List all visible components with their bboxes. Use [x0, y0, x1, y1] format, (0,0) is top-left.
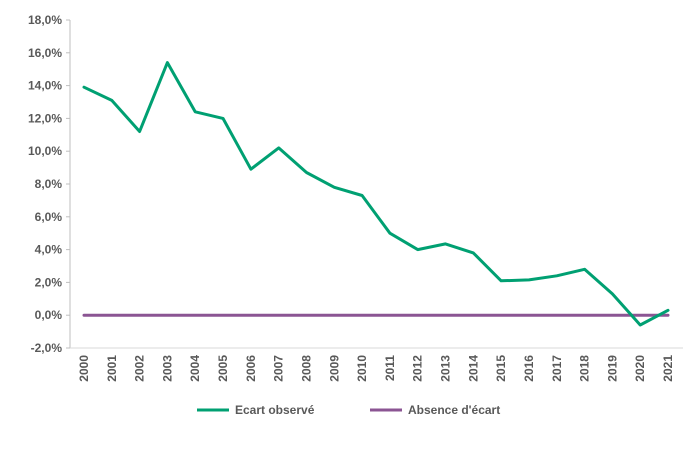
data-point — [611, 314, 614, 317]
data-point — [444, 242, 447, 245]
data-point — [305, 314, 308, 317]
data-point — [416, 314, 419, 317]
data-point — [361, 194, 364, 197]
data-point — [83, 86, 86, 89]
data-point — [249, 314, 252, 317]
data-point — [166, 314, 169, 317]
x-tick-label: 2019 — [605, 355, 619, 382]
data-point — [194, 110, 197, 113]
data-point — [361, 314, 364, 317]
x-tick-label: 2004 — [188, 355, 202, 382]
data-point — [333, 314, 336, 317]
x-tick-label: 2011 — [383, 355, 397, 381]
data-point — [222, 314, 225, 317]
data-point — [110, 99, 113, 102]
x-tick-label: 2003 — [160, 355, 174, 382]
y-tick-label: 4,0% — [35, 243, 63, 257]
x-tick-label: 2014 — [466, 355, 480, 382]
x-tick-label: 2001 — [105, 355, 119, 382]
data-point — [305, 171, 308, 174]
data-point — [639, 324, 642, 327]
data-point — [583, 314, 586, 317]
data-point — [277, 314, 280, 317]
legend: Ecart observé Absence d'écart — [197, 403, 500, 417]
data-point — [138, 314, 141, 317]
data-point — [222, 117, 225, 120]
data-point — [472, 314, 475, 317]
data-point — [388, 232, 391, 235]
data-point — [500, 314, 503, 317]
legend-label: Ecart observé — [235, 403, 315, 417]
y-tick-label: 10,0% — [28, 144, 62, 158]
x-tick-label: 2005 — [216, 355, 230, 382]
data-point — [166, 61, 169, 64]
data-point — [277, 146, 280, 149]
data-point — [500, 279, 503, 282]
data-point — [194, 314, 197, 317]
y-tick-label: 12,0% — [28, 111, 62, 125]
x-tick-label: 2018 — [578, 355, 592, 382]
y-tick-label: 0,0% — [35, 308, 63, 322]
data-point — [110, 314, 113, 317]
y-tick-label: 18,0% — [28, 13, 62, 27]
x-tick-label: 2016 — [522, 355, 536, 382]
data-point — [472, 251, 475, 254]
data-point — [555, 314, 558, 317]
x-tick-label: 2006 — [244, 355, 258, 382]
x-tick-label: 2010 — [355, 355, 369, 382]
x-tick-label: 2002 — [133, 355, 147, 382]
y-tick-label: 16,0% — [28, 46, 62, 60]
data-point — [527, 278, 530, 281]
x-tick-label: 2008 — [299, 355, 313, 382]
series-lines — [82, 61, 670, 327]
data-point — [667, 314, 670, 317]
y-tick-label: 14,0% — [28, 79, 62, 93]
data-point — [527, 314, 530, 317]
data-point — [388, 314, 391, 317]
x-tick-label: 2012 — [411, 355, 425, 382]
x-tick-label: 2009 — [327, 355, 341, 382]
data-point — [333, 186, 336, 189]
data-point — [639, 314, 642, 317]
x-tick-label: 2013 — [439, 355, 453, 382]
y-tick-label: 6,0% — [35, 210, 63, 224]
data-point — [555, 274, 558, 277]
x-axis: 2000 2001 2002 2003 2004 2005 2006 2007 2008 2009… — [70, 347, 683, 382]
data-point — [611, 292, 614, 295]
x-tick-label: 2020 — [633, 355, 647, 382]
x-tick-label: 2015 — [494, 355, 508, 382]
data-point — [138, 130, 141, 133]
y-tick-label: 8,0% — [35, 177, 63, 191]
data-point — [667, 309, 670, 312]
data-point — [416, 248, 419, 251]
y-axis: -2,0% 0,0% 2,0% 4,0% 6,0% 8,0% 10,0% 12,0% 14,0%… — [28, 13, 71, 355]
series-line-0 — [82, 61, 670, 327]
data-point — [83, 314, 86, 317]
x-tick-label: 2017 — [550, 355, 564, 382]
x-tick-label: 2000 — [77, 355, 91, 382]
y-tick-label: 2,0% — [35, 275, 63, 289]
data-point — [444, 314, 447, 317]
legend-label: Absence d'écart — [408, 403, 500, 417]
y-tick-label: -2,0% — [31, 341, 63, 355]
x-tick-label: 2021 — [661, 355, 675, 382]
data-point — [249, 168, 252, 171]
data-point — [583, 268, 586, 271]
x-tick-label: 2007 — [272, 355, 286, 382]
